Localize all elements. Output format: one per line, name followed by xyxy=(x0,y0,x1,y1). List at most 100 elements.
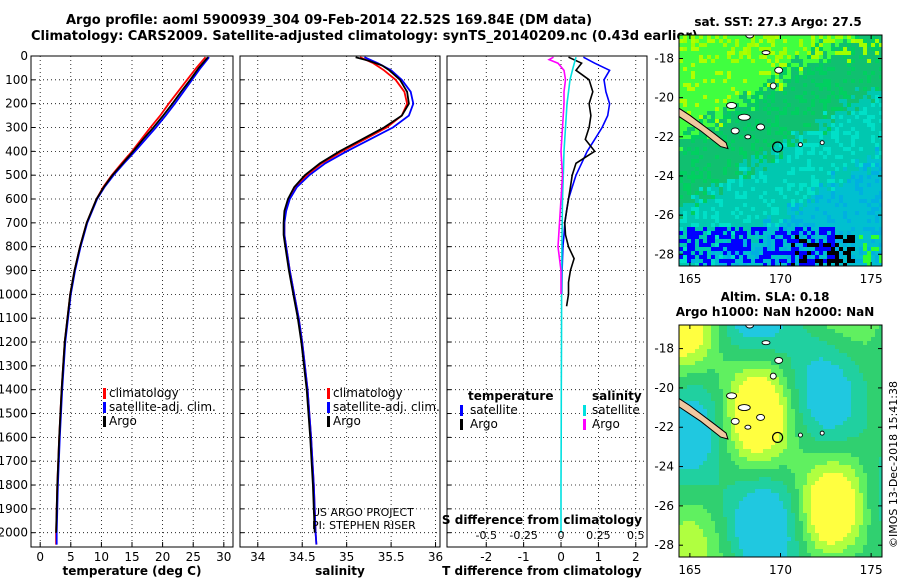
map-cell xyxy=(755,409,760,414)
map-cell xyxy=(787,143,792,148)
map-cell xyxy=(719,43,724,48)
map-cell xyxy=(811,397,816,402)
map-cell xyxy=(775,437,780,442)
map-cell xyxy=(819,67,824,72)
map-cell xyxy=(851,429,856,434)
map-cell xyxy=(823,127,828,132)
map-cell xyxy=(739,35,744,40)
map-cell xyxy=(847,87,852,92)
map-cell xyxy=(815,211,820,216)
map-cell xyxy=(759,449,764,454)
map-cell xyxy=(819,119,824,124)
map-cell xyxy=(831,191,836,196)
map-cell xyxy=(807,179,812,184)
map-cell xyxy=(795,365,800,370)
map-cell xyxy=(823,421,828,426)
map-cell xyxy=(879,171,882,176)
map-cell xyxy=(727,159,732,164)
map-cell xyxy=(767,99,772,104)
map-cell xyxy=(867,259,872,264)
map-cell xyxy=(703,163,708,168)
map-cell xyxy=(787,91,792,96)
map-cell xyxy=(691,259,696,264)
map-cell xyxy=(847,337,852,342)
map-cell xyxy=(759,255,764,260)
map-cell xyxy=(859,235,864,240)
map-cell xyxy=(759,39,764,44)
map-cell xyxy=(855,71,860,76)
map-cell xyxy=(707,353,712,358)
map-cell xyxy=(827,71,832,76)
map-cell xyxy=(771,59,776,64)
map-cell xyxy=(815,247,820,252)
map-cell xyxy=(767,195,772,200)
map-cell xyxy=(735,251,740,256)
map-cell xyxy=(779,79,784,84)
map-cell xyxy=(703,357,708,362)
map-cell xyxy=(823,207,828,212)
map-cell xyxy=(827,413,832,418)
map-cell xyxy=(695,365,700,370)
map-cell xyxy=(835,441,840,446)
map-cell xyxy=(723,259,728,264)
map-cell xyxy=(715,337,720,342)
map-cell xyxy=(819,135,824,140)
map-cell xyxy=(851,263,856,266)
map-cell xyxy=(775,325,780,330)
map-cell xyxy=(703,333,708,338)
map-cell xyxy=(727,433,732,438)
map-cell xyxy=(835,67,840,72)
map-cell xyxy=(819,195,824,200)
map-cell xyxy=(811,219,816,224)
map-cell xyxy=(807,95,812,100)
map-cell xyxy=(871,43,876,48)
map-cell xyxy=(751,155,756,160)
map-cell xyxy=(807,373,812,378)
map-cell xyxy=(819,95,824,100)
map-cell xyxy=(879,325,882,330)
map-cell xyxy=(719,421,724,426)
map-cell xyxy=(739,341,744,346)
map-cell xyxy=(719,163,724,168)
lon-tick-label: 175 xyxy=(860,272,883,286)
map-cell xyxy=(839,135,844,140)
map-cell xyxy=(879,127,882,132)
map-cell xyxy=(719,449,724,454)
map-cell xyxy=(819,449,824,454)
map-cell xyxy=(699,377,704,382)
map-cell xyxy=(723,195,728,200)
map-cell xyxy=(747,87,752,92)
map-cell xyxy=(735,353,740,358)
map-cell xyxy=(731,223,736,228)
map-cell xyxy=(775,47,780,52)
map-cell xyxy=(819,79,824,84)
map-cell xyxy=(867,341,872,346)
map-cell xyxy=(771,79,776,84)
map-cell xyxy=(847,437,852,442)
map-cell xyxy=(727,405,732,410)
map-cell xyxy=(859,87,864,92)
map-cell xyxy=(871,381,876,386)
map-cell xyxy=(843,183,848,188)
map-cell xyxy=(787,341,792,346)
map-cell xyxy=(775,369,780,374)
map-cell xyxy=(735,35,740,40)
map-cell xyxy=(775,131,780,136)
map-cell xyxy=(695,345,700,350)
map-cell xyxy=(699,251,704,256)
map-cell xyxy=(875,143,880,148)
map-cell xyxy=(815,215,820,220)
map-cell xyxy=(735,99,740,104)
map-cell xyxy=(791,349,796,354)
map-cell xyxy=(775,429,780,434)
map-cell xyxy=(715,87,720,92)
map-cell xyxy=(735,385,740,390)
map-cell xyxy=(703,119,708,124)
map-cell xyxy=(691,235,696,240)
map-cell xyxy=(787,345,792,350)
map-cell xyxy=(863,231,868,236)
map-cell xyxy=(719,329,724,334)
map-cell xyxy=(879,397,882,402)
map-cell xyxy=(703,147,708,152)
map-cell xyxy=(759,195,764,200)
